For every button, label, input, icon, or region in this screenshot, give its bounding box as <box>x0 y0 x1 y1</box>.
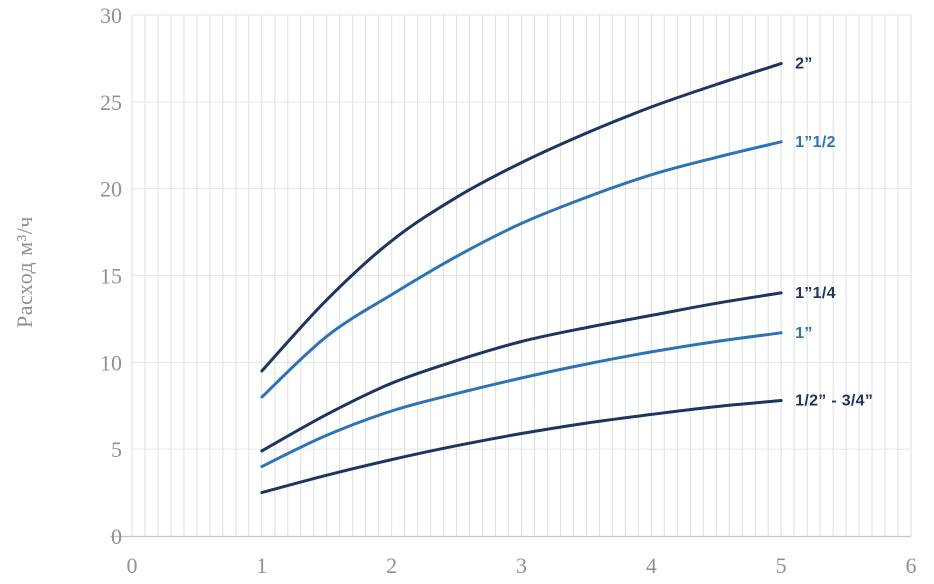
x-tick-label: 4 <box>646 553 657 578</box>
y-tick-label: 25 <box>100 90 122 115</box>
x-axis-ticks: 0 1 2 3 4 5 6 <box>127 553 917 578</box>
curve-label-1-1-4: 1”1/4 <box>795 285 836 302</box>
y-tick-label: 20 <box>100 177 122 202</box>
y-tick-label: 5 <box>111 437 122 462</box>
y-tick-label: 30 <box>100 3 122 28</box>
curve-1-1-2 <box>260 140 783 399</box>
curve-1-1-4 <box>260 291 783 453</box>
y-tick-label: 10 <box>100 350 122 375</box>
x-tick-label: 2 <box>386 553 397 578</box>
curve-label-2: 2” <box>795 56 813 73</box>
curve-1-2-3-4 <box>260 399 783 495</box>
curve-label-1-1-2: 1”1/2 <box>795 134 836 151</box>
x-tick-label: 1 <box>256 553 267 578</box>
curve-1 <box>260 331 783 469</box>
y-tick-label: 0 <box>111 524 122 549</box>
y-axis-ticks: 0 5 10 15 20 25 30 <box>100 3 122 549</box>
y-tick-label: 15 <box>100 264 122 289</box>
curve-2 <box>260 62 783 373</box>
curve-label-1-2-3-4: 1/2” - 3/4” <box>795 393 873 410</box>
x-tick-label: 5 <box>776 553 787 578</box>
x-tick-label: 6 <box>906 553 917 578</box>
x-tick-label: 3 <box>516 553 527 578</box>
curve-label-1: 1” <box>795 325 813 342</box>
x-tick-label: 0 <box>127 553 138 578</box>
horizontal-gridlines <box>132 14 911 450</box>
